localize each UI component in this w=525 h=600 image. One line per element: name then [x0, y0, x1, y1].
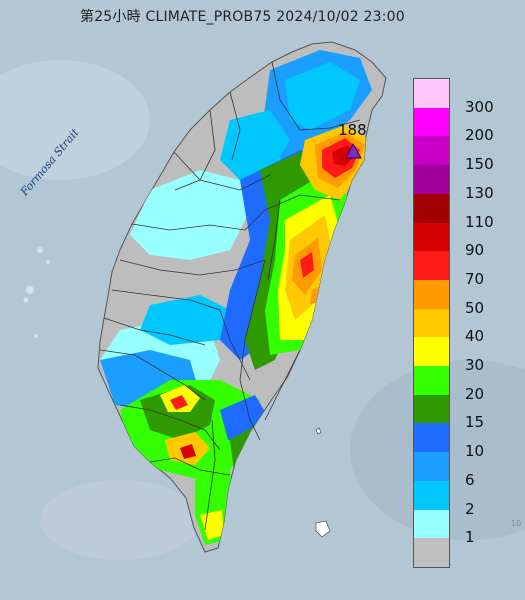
legend-swatch	[414, 136, 449, 166]
legend-label: 110	[465, 212, 494, 231]
legend-swatch	[414, 509, 449, 539]
offshore-islands	[315, 427, 331, 538]
legend-label: 200	[465, 126, 494, 145]
legend-label: 70	[465, 269, 485, 288]
legend-label: 2	[465, 499, 475, 518]
county-boundaries	[99, 61, 361, 531]
legend-label: 30	[465, 356, 485, 375]
edge-label: 10	[511, 519, 522, 528]
legend-swatch	[414, 337, 449, 367]
legend-label: 6	[465, 470, 475, 489]
map-title: 第25小時 CLIMATE_PROB75 2024/10/02 23:00	[80, 9, 405, 25]
legend-swatch	[414, 251, 449, 280]
legend-label: 1	[465, 528, 475, 547]
legend-swatch	[414, 308, 449, 338]
legend-label: 40	[465, 327, 485, 346]
legend-label: 50	[465, 298, 485, 317]
legend-swatch	[414, 222, 449, 252]
legend-label: 300	[465, 97, 494, 116]
legend-label: 90	[465, 241, 485, 260]
legend-swatch	[414, 394, 449, 424]
legend-swatch	[414, 165, 449, 194]
legend-swatch	[414, 366, 449, 395]
legend-label: 150	[465, 155, 494, 174]
legend-label: 15	[465, 413, 485, 432]
legend-swatch	[414, 480, 449, 510]
triangle-marker-icon	[345, 142, 362, 159]
legend-label: 20	[465, 384, 485, 403]
max-rainfall-value: 188	[338, 121, 367, 139]
legend-swatch	[414, 193, 449, 223]
legend-label: 130	[465, 183, 494, 202]
legend-label: 10	[465, 442, 485, 461]
rainfall-shading	[100, 50, 372, 545]
legend-swatch	[414, 423, 449, 453]
legend-swatch	[414, 538, 449, 567]
legend-swatch	[414, 279, 449, 309]
legend-swatch	[414, 79, 449, 108]
legend-swatch	[414, 107, 449, 137]
legend-colorbar	[413, 78, 450, 568]
legend-swatch	[414, 452, 449, 481]
penghu-islands	[23, 247, 50, 338]
